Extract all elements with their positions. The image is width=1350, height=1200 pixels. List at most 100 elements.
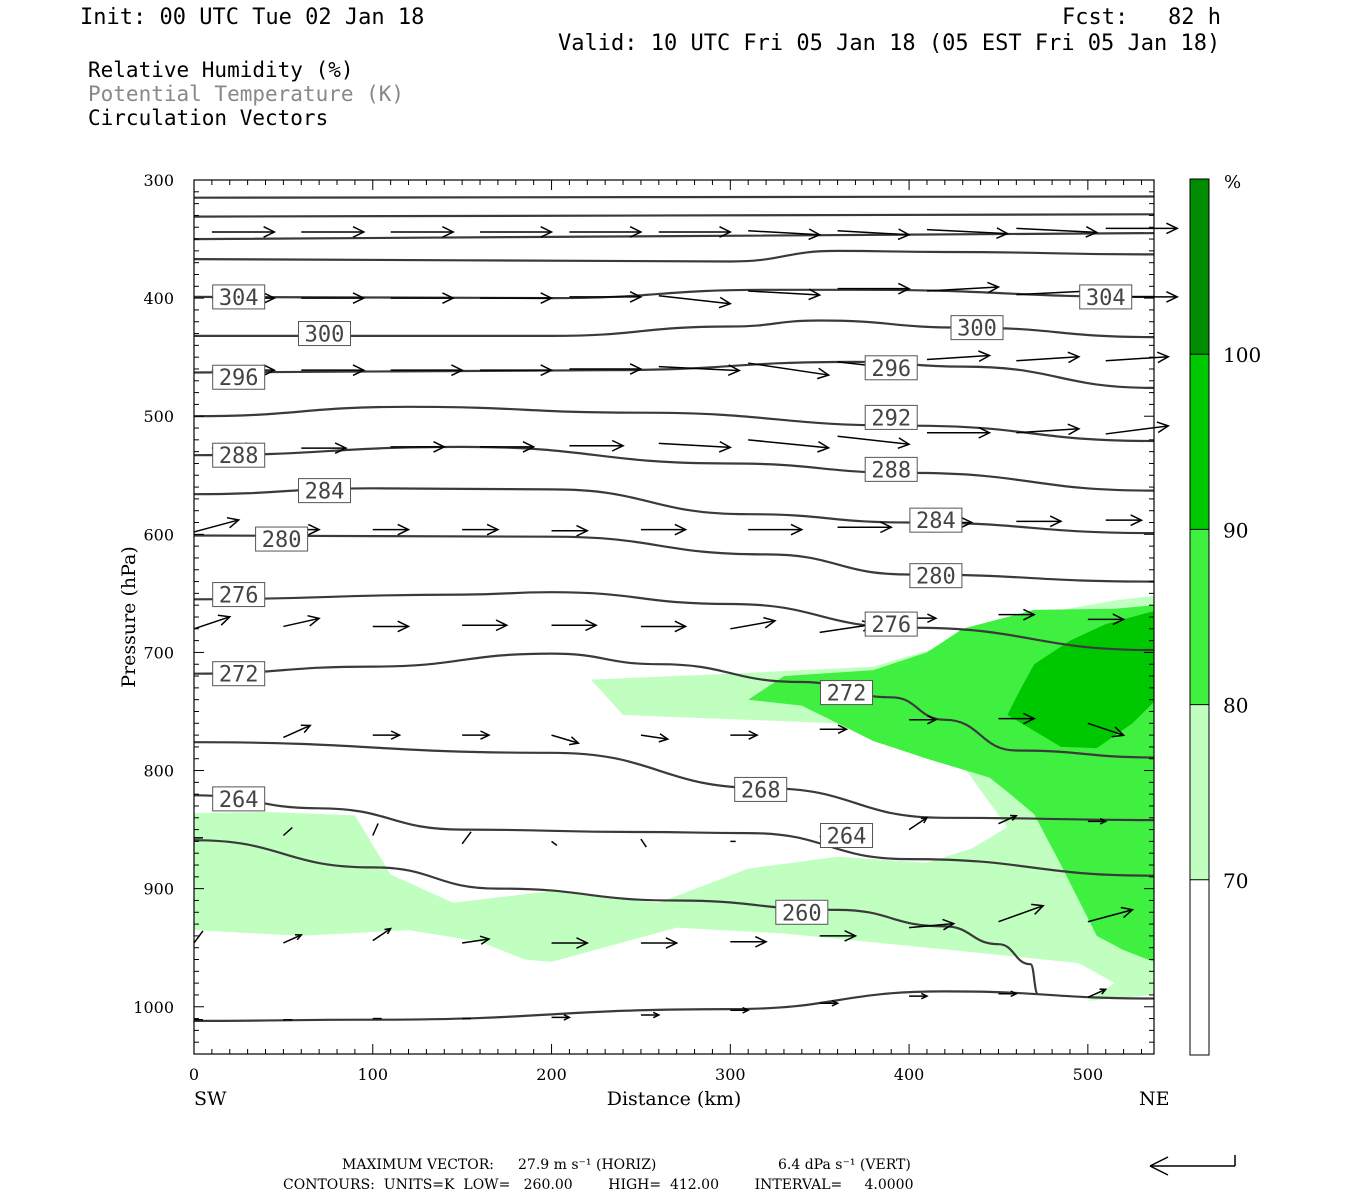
circulation-vector xyxy=(551,524,590,537)
reference-vector-arrow xyxy=(1149,1155,1236,1176)
circulation-vector xyxy=(480,292,554,304)
circulation-vector xyxy=(730,616,777,630)
circulation-vector xyxy=(283,934,303,944)
circulation-vector xyxy=(1016,423,1081,436)
circulation-vector xyxy=(658,226,733,238)
svg-text:272: 272 xyxy=(827,682,867,707)
circulation-vector xyxy=(390,292,455,304)
circulation-vector xyxy=(926,281,1001,294)
circulation-vector xyxy=(730,730,759,740)
theta-label-272: 272 xyxy=(212,661,266,688)
y-tick-label: 800 xyxy=(143,762,174,781)
circulation-vector xyxy=(193,614,232,630)
circulation-vector xyxy=(1016,515,1063,528)
circulation-vector xyxy=(462,935,491,945)
svg-text:280: 280 xyxy=(916,565,956,590)
x-tick-label: 0 xyxy=(189,1065,199,1084)
circulation-vector xyxy=(301,226,366,238)
x-tick-label: 200 xyxy=(536,1065,567,1084)
max-vector-horiz: 27.9 m s⁻¹ (HORIZ) xyxy=(518,1157,657,1173)
rh-fill-layer xyxy=(194,595,1154,1001)
theta-contour-280 xyxy=(194,534,1154,583)
circulation-vector xyxy=(1105,351,1171,364)
theta-label-280: 280 xyxy=(255,526,309,553)
title-potential-temperature: Potential Temperature (K) xyxy=(88,82,405,106)
circulation-vector xyxy=(462,619,509,632)
svg-text:304: 304 xyxy=(1086,286,1126,311)
x-tick-label: 400 xyxy=(894,1065,925,1084)
plot-frame: 300 400 500 600 700 800 900 1000 0 100 200 300 400 50… xyxy=(133,171,1155,1084)
y-tick-label: 900 xyxy=(143,880,174,899)
theta-contour-292 xyxy=(194,405,1154,443)
theta-label-300: 300 xyxy=(298,321,352,348)
theta-label-304: 304 xyxy=(212,284,266,311)
circulation-vector xyxy=(1016,226,1099,238)
circulation-vector xyxy=(730,1006,750,1014)
circulation-vector xyxy=(998,712,1036,725)
circulation-vector xyxy=(658,295,733,309)
theta-contour-320 xyxy=(194,195,1154,199)
theta-label-272: 272 xyxy=(820,680,874,707)
theta-label-296: 296 xyxy=(864,355,918,382)
circulation-vector xyxy=(1105,222,1179,235)
circulation-vector xyxy=(909,715,938,725)
svg-text:260: 260 xyxy=(782,901,822,926)
circulation-vector xyxy=(569,439,625,452)
y-tick-label: 300 xyxy=(143,171,174,190)
contours-info: CONTOURS: UNITS=K LOW= 260.00 HIGH= 412.… xyxy=(283,1177,914,1193)
circulation-vector xyxy=(462,730,491,740)
y-tick-label: 400 xyxy=(143,289,174,308)
colorbar-segment xyxy=(1190,704,1209,880)
circulation-vector xyxy=(480,364,554,377)
title-relative-humidity: Relative Humidity (%) xyxy=(88,58,354,82)
colorbar: 100 90 80 70 xyxy=(1189,178,1261,1056)
x-end-label-left: SW xyxy=(194,1088,227,1110)
svg-text:304: 304 xyxy=(219,286,259,311)
circulation-vector xyxy=(837,282,911,295)
circulation-vector xyxy=(819,999,840,1007)
svg-text:284: 284 xyxy=(305,480,345,505)
theta-label-300: 300 xyxy=(950,315,1004,342)
circulation-vector xyxy=(569,291,643,303)
circulation-vector xyxy=(461,831,472,845)
svg-text:264: 264 xyxy=(827,825,867,850)
theta-label-264: 264 xyxy=(820,823,874,850)
circulation-vector xyxy=(819,930,858,942)
title-circulation-vectors: Circulation Vectors xyxy=(88,106,329,130)
theta-label-276: 276 xyxy=(864,611,918,638)
theta-label-276: 276 xyxy=(212,582,266,609)
svg-text:288: 288 xyxy=(871,458,911,483)
svg-text:276: 276 xyxy=(219,584,259,609)
minor-ticks xyxy=(193,179,1154,1055)
theta-contour-292 xyxy=(194,990,1154,1022)
circulation-vector xyxy=(193,516,241,533)
circulation-vector xyxy=(390,226,455,238)
circulation-vector xyxy=(1016,351,1081,364)
circulation-vector xyxy=(480,441,536,453)
theta-label-260: 260 xyxy=(775,899,829,926)
forecast-hour: Fcst: 82 h xyxy=(1062,5,1221,30)
circulation-vector xyxy=(819,724,849,734)
circulation-vector xyxy=(909,918,956,931)
svg-text:296: 296 xyxy=(219,366,259,391)
init-time: Init: 00 UTC Tue 02 Jan 18 xyxy=(80,5,425,30)
circulation-vector xyxy=(640,1011,661,1019)
svg-text:280: 280 xyxy=(262,528,302,553)
theta-contour-288 xyxy=(194,445,1154,492)
theta-contour-272 xyxy=(194,652,1154,759)
rh-region-90 xyxy=(1007,611,1154,749)
circulation-vector xyxy=(658,364,742,376)
theta-label-268: 268 xyxy=(734,776,788,803)
circulation-vector xyxy=(551,1014,572,1021)
circulation-vector xyxy=(211,226,277,238)
colorbar-level-label: 100 xyxy=(1223,343,1261,367)
circulation-vector xyxy=(1087,817,1108,825)
circulation-vector xyxy=(837,435,911,450)
circulation-vector xyxy=(301,292,366,304)
valid-time: Valid: 10 UTC Fri 05 Jan 18 (05 EST Fri … xyxy=(558,31,1221,56)
circulation-vector xyxy=(569,226,643,238)
theta-label-264: 264 xyxy=(212,786,266,813)
circulation-vector xyxy=(748,288,822,301)
circulation-vector xyxy=(926,426,992,439)
